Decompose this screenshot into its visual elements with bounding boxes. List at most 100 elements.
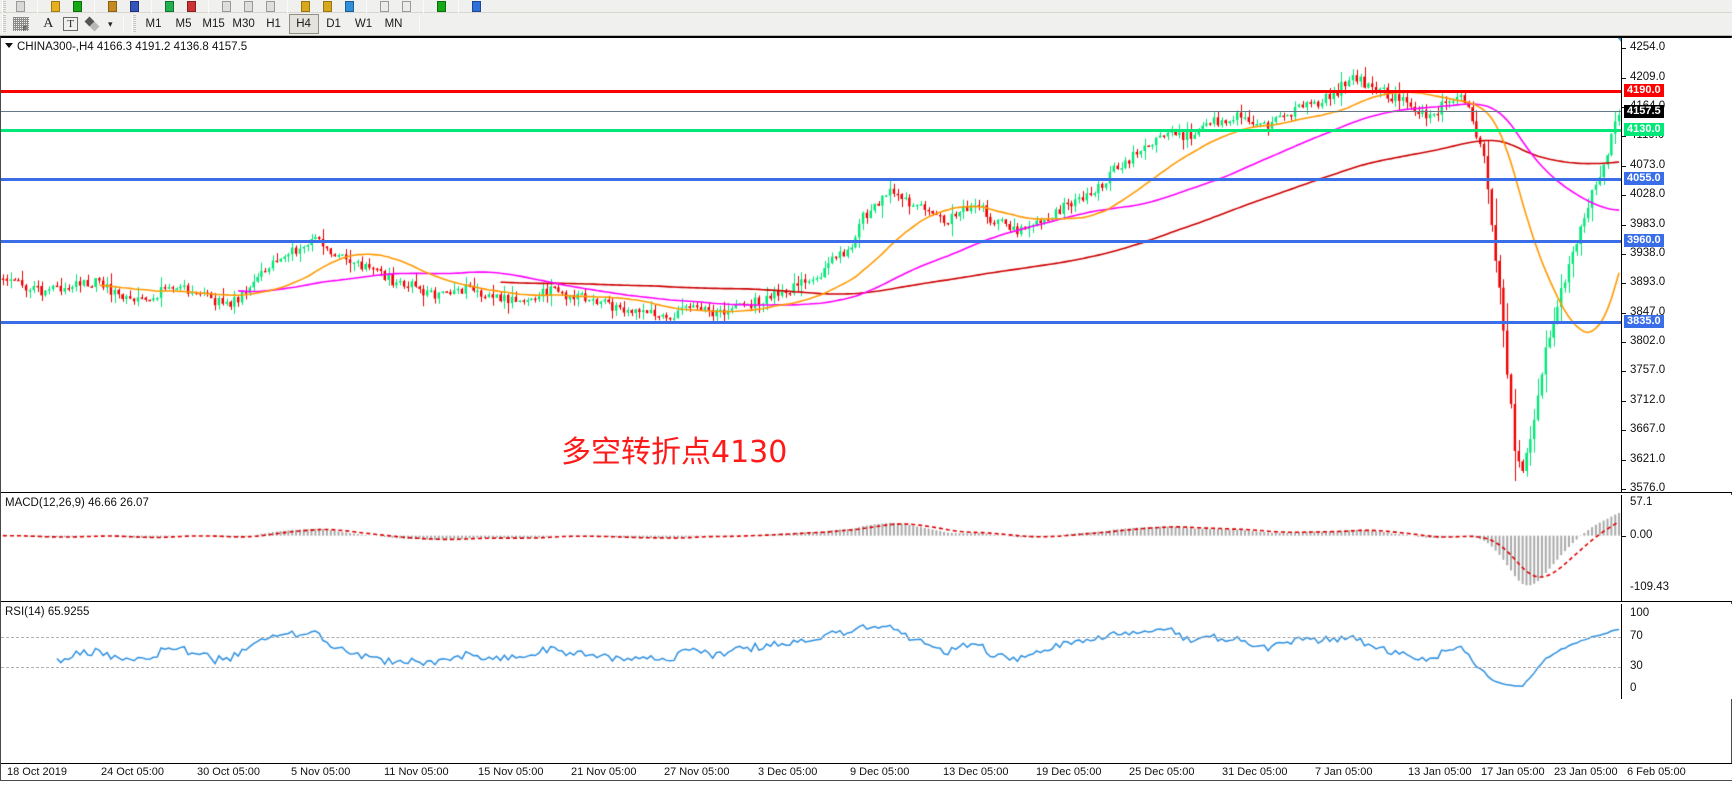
templates-icon[interactable] <box>237 0 259 16</box>
rsi-tick-label: 0 <box>1630 682 1637 694</box>
time-axis[interactable]: 18 Oct 2019 24 Oct 05:00 30 Oct 05:00 5 Nov… <box>1 763 1732 780</box>
toolbar-top-row <box>0 0 1732 16</box>
timeframe-grip-icon[interactable] <box>131 15 136 33</box>
price-pane[interactable]: CHINA300-,H4 4166.3 4191.2 4136.8 4157.5… <box>1 38 1732 493</box>
timeframe-h1[interactable]: H1 <box>266 18 281 30</box>
symbol-ohlc-label: CHINA300-,H4 4166.3 4191.2 4136.8 4157.5 <box>5 41 247 53</box>
price-tick-label: 4254.0 <box>1630 41 1666 54</box>
time-tick-label: 24 Oct 05:00 <box>101 766 164 778</box>
time-tick-label: 18 Oct 2019 <box>7 766 67 778</box>
time-tick-label: 6 Feb 05:00 <box>1627 766 1686 778</box>
autotrading-icon[interactable] <box>316 0 338 16</box>
timeframe-h4[interactable]: H4 <box>288 14 319 34</box>
ohlc-toggle-icon[interactable] <box>395 0 417 16</box>
rsi-level-30 <box>1 666 1621 668</box>
price-tick-label: 4073.0 <box>1630 159 1666 172</box>
time-tick-label: 15 Nov 05:00 <box>478 766 544 778</box>
price-candles-canvas <box>1 38 1621 492</box>
bar-chart-icon[interactable] <box>44 0 66 16</box>
time-tick-label: 30 Oct 05:00 <box>197 766 260 778</box>
periodicity-icon[interactable] <box>259 0 281 16</box>
strategy-tester-icon[interactable] <box>338 0 360 16</box>
macd-tick <box>1622 535 1626 537</box>
symbol-ohlc-text: CHINA300-,H4 4166.3 4191.2 4136.8 4157.5 <box>17 41 248 53</box>
fullscreen-icon[interactable] <box>430 0 452 16</box>
timeframe-m1[interactable]: M1 <box>145 18 162 30</box>
crosshair-sub-label: F <box>23 25 28 33</box>
timeframe-m30[interactable]: M30 <box>232 18 255 30</box>
timeframe-m15[interactable]: M15 <box>202 18 225 30</box>
price-tick-label: 3757.0 <box>1630 364 1666 377</box>
price-tick <box>1622 342 1626 344</box>
price-tick-label: 3621.0 <box>1630 452 1666 465</box>
symbol-dropdown-arrow-icon[interactable] <box>5 43 13 48</box>
support-4055-tag: 4055.0 <box>1624 171 1664 185</box>
level-line-3960.0[interactable] <box>1 239 1621 243</box>
price-tick-label: 3847.0 <box>1630 305 1666 318</box>
price-tick <box>1622 283 1626 285</box>
rsi-pane[interactable]: RSI(14) 65.9255 100 70 30 0 <box>1 604 1732 699</box>
support-3960-tag: 3960.0 <box>1624 233 1664 247</box>
rsi-canvas <box>1 604 1621 699</box>
candle-chart-icon[interactable] <box>66 0 88 16</box>
time-tick-label: 31 Dec 05:00 <box>1222 766 1288 778</box>
crosshair-icon[interactable]: F <box>9 14 37 34</box>
time-tick-label: 23 Jan 05:00 <box>1554 766 1618 778</box>
rsi-axis: 100 70 30 0 <box>1621 604 1732 699</box>
rsi-tick-label: 70 <box>1630 629 1643 642</box>
level-line-4190.0[interactable] <box>1 90 1621 93</box>
chart-shift-icon[interactable] <box>180 0 202 16</box>
price-tick-label: 3802.0 <box>1630 335 1666 348</box>
level-line-4130.0[interactable] <box>1 129 1621 132</box>
price-axis[interactable]: 4254.04209.04164.04119.04073.04028.03983… <box>1621 38 1732 492</box>
last-price-4157.5-tag: 4157.5 <box>1624 105 1664 119</box>
text-label-tool-icon[interactable]: T <box>59 14 82 34</box>
toolbar-grip-icon[interactable] <box>2 0 6 15</box>
expert-advisor-icon[interactable] <box>294 0 316 16</box>
price-tick <box>1622 400 1626 402</box>
price-tick-label: 4028.0 <box>1630 188 1666 201</box>
timeframe-w1[interactable]: W1 <box>354 18 373 30</box>
grid-toggle-icon[interactable] <box>373 0 395 16</box>
macd-canvas <box>1 495 1621 601</box>
macd-axis: 57.1 0.00 -109.43 <box>1621 495 1732 601</box>
indicators-icon[interactable] <box>215 0 237 16</box>
rsi-level-70 <box>1 636 1621 638</box>
chart-frame[interactable]: CHINA300-,H4 4166.3 4191.2 4136.8 4157.5… <box>0 36 1732 781</box>
time-tick-label: 21 Nov 05:00 <box>571 766 637 778</box>
pivot-4130-tag: 4130.0 <box>1624 123 1664 136</box>
level-line-4157.5[interactable] <box>1 111 1621 113</box>
timeframe-m5[interactable]: M5 <box>175 18 192 30</box>
time-tick-label: 7 Jan 05:00 <box>1315 766 1373 778</box>
shapes-dropdown-arrow-icon[interactable]: ▾ <box>108 18 113 29</box>
price-tick <box>1622 77 1626 79</box>
macd-pane[interactable]: MACD(12,26,9) 46.66 26.07 57.1 0.00 -109.4… <box>1 495 1732 602</box>
timeframe-mn[interactable]: MN <box>384 18 403 30</box>
time-tick-label: 11 Nov 05:00 <box>384 766 449 778</box>
toolbar-grip-2-icon[interactable] <box>2 15 6 33</box>
chart-annotation-text: 多空转折点4130 <box>561 435 788 470</box>
settings-icon[interactable] <box>465 0 487 16</box>
macd-tick-label: 0.00 <box>1630 528 1653 541</box>
zoom-out-icon[interactable] <box>123 0 145 16</box>
level-line-3835.0[interactable] <box>1 320 1621 324</box>
text-tool-icon[interactable]: A <box>43 16 54 31</box>
zoom-in-icon[interactable] <box>101 0 123 16</box>
price-tick-label: 3667.0 <box>1630 422 1666 435</box>
price-tick-label: 4209.0 <box>1630 70 1666 83</box>
resistance-4190-tag: 4190.0 <box>1624 84 1664 97</box>
timeframe-d1[interactable]: D1 <box>326 18 341 30</box>
autoscroll-icon[interactable] <box>158 0 180 16</box>
price-tick <box>1622 136 1626 138</box>
time-tick-label: 3 Dec 05:00 <box>758 766 818 778</box>
time-tick-label: 13 Jan 05:00 <box>1408 766 1472 778</box>
price-tick <box>1622 371 1626 373</box>
macd-label: MACD(12,26,9) 46.66 26.07 <box>5 497 149 509</box>
price-tick <box>1622 48 1626 50</box>
level-line-4055.0[interactable] <box>1 177 1621 181</box>
price-tick <box>1622 429 1626 431</box>
price-tick <box>1622 489 1626 491</box>
shapes-tool-icon[interactable] <box>82 14 104 34</box>
price-tick <box>1622 195 1626 197</box>
new-order-icon[interactable] <box>9 0 31 16</box>
